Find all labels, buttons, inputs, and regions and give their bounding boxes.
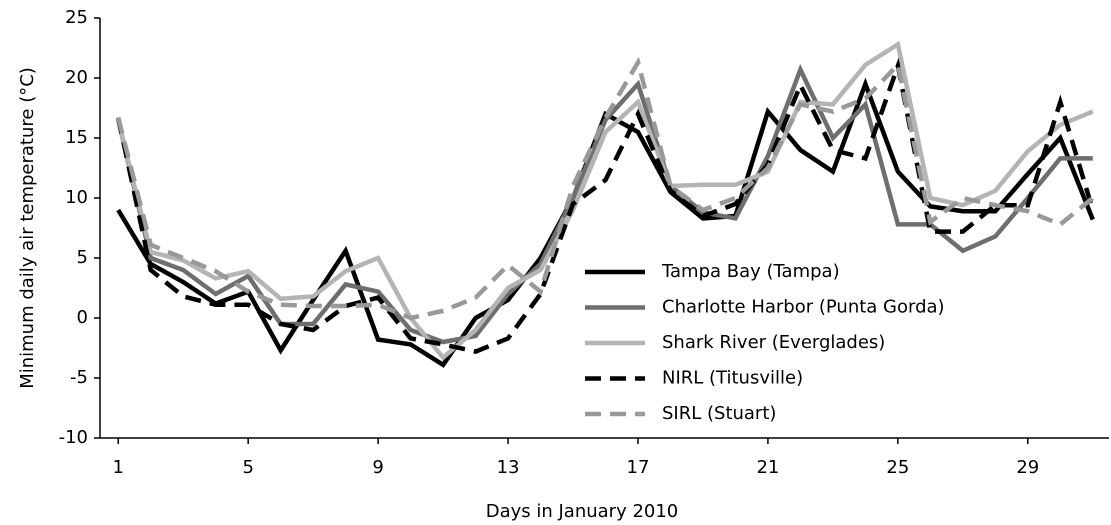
y-tick-label: -5 [70, 367, 88, 388]
legend-label: SIRL (Stuart) [662, 403, 776, 424]
legend-label: Shark River (Everglades) [662, 332, 885, 353]
series-line [115, 57, 1095, 354]
y-tick-label: 0 [77, 307, 88, 328]
y-tick-label: 25 [65, 7, 88, 28]
legend-label: NIRL (Titusville) [662, 368, 803, 389]
series-line [116, 77, 1095, 368]
series-line [116, 40, 1094, 361]
y-tick-label: 20 [65, 67, 88, 88]
series-line [116, 56, 1095, 321]
y-tick-label: -10 [59, 427, 88, 448]
y-tick-label: 15 [65, 127, 88, 148]
x-tick-label: 29 [1016, 457, 1039, 478]
x-tick-label: 13 [497, 457, 520, 478]
x-axis-title: Days in January 2010 [486, 501, 679, 522]
x-tick-label: 17 [627, 457, 650, 478]
x-tick-label: 5 [242, 457, 253, 478]
legend-label: Charlotte Harbor (Punta Gorda) [662, 297, 945, 318]
y-tick-label: 10 [65, 187, 88, 208]
x-tick-label: 21 [756, 457, 779, 478]
series-line [116, 63, 1093, 345]
legend-label: Tampa Bay (Tampa) [661, 261, 840, 282]
x-tick-label: 9 [372, 457, 383, 478]
x-tick-label: 1 [113, 457, 124, 478]
y-tick-label: 5 [77, 247, 88, 268]
y-axis-title: Minimum daily air temperature (°C) [17, 67, 38, 389]
x-tick-label: 25 [886, 457, 909, 478]
